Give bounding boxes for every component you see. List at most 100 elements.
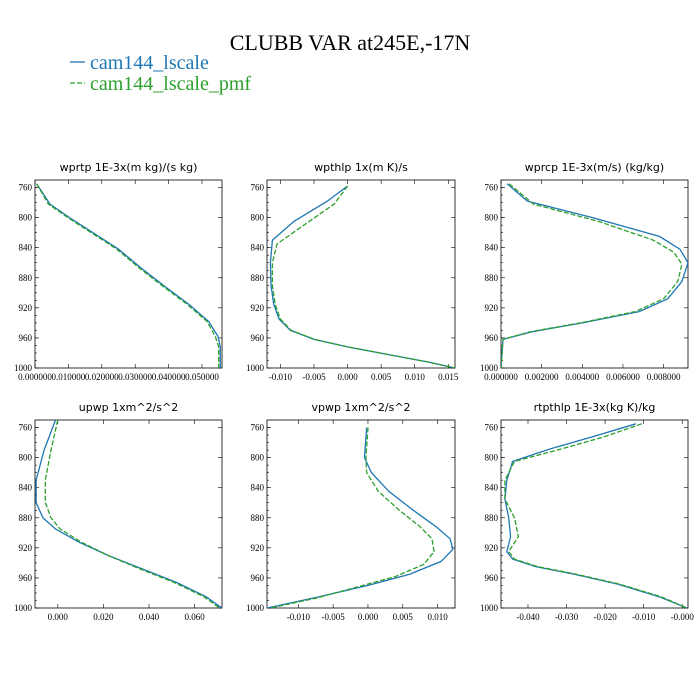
x-tick-label: -0.010 [287, 612, 311, 622]
x-tick-label: 0.000 [337, 372, 358, 382]
y-tick-label: 760 [485, 183, 499, 193]
series-line-lscale-wprcp [501, 183, 688, 368]
y-tick-label: 960 [251, 333, 265, 343]
y-tick-label: 880 [251, 513, 265, 523]
y-tick-label: 840 [19, 243, 33, 253]
series-line-lscale-pmf-wpthlp [271, 185, 455, 368]
x-tick-label: -0.020 [593, 612, 617, 622]
x-tick-label: 0.040 [139, 612, 160, 622]
y-tick-label: 1000 [246, 603, 265, 613]
panel-frame-rtpthlp [500, 419, 689, 609]
panel-title-rtpthlp: rtpthlp 1E-3x(kg K)/kg [534, 401, 656, 414]
y-tick-label: 920 [19, 303, 33, 313]
y-tick-label: 760 [19, 423, 33, 433]
panel-title-wprtp: wprtp 1E-3x(m kg)/(s kg) [60, 161, 198, 174]
x-tick-label: -0.030 [555, 612, 579, 622]
x-tick-label: 0.020000 [85, 372, 119, 382]
y-tick-label: 960 [485, 333, 499, 343]
x-tick-label: -0.040 [516, 612, 540, 622]
panel-wprcp: wprcp 1E-3x(m/s) (kg/kg) 760 800 840 880 920 9… [480, 161, 689, 382]
x-tick-label: 0.020 [93, 612, 114, 622]
series-line-lscale-rtpthlp [504, 423, 688, 608]
series-line-lscale-upwp [35, 420, 222, 608]
panel-title-upwp: upwp 1xm^2/s^2 [79, 401, 179, 414]
x-tick-label: 0.008000 [647, 372, 681, 382]
y-tick-label: 1000 [480, 363, 499, 373]
panel-upwp: upwp 1xm^2/s^2 760 800 840 880 920 960 1000 0.00… [14, 401, 223, 622]
x-tick-label: -0.010 [632, 612, 656, 622]
y-tick-label: 960 [485, 573, 499, 583]
y-tick-label: 840 [251, 243, 265, 253]
x-tick-label: 0.010 [427, 612, 448, 622]
y-tick-label: 880 [251, 273, 265, 283]
y-tick-label: 880 [485, 273, 499, 283]
series-line-lscale-wprtp [36, 183, 221, 368]
y-tick-label: 1000 [14, 603, 33, 613]
y-tick-label: 1000 [246, 363, 265, 373]
x-tick-label: 0.000 [48, 612, 69, 622]
y-tick-label: 920 [251, 303, 265, 313]
y-tick-label: 840 [251, 483, 265, 493]
series-line-lscale-wpthlp [269, 185, 455, 368]
y-tick-label: 1000 [480, 603, 499, 613]
y-tick-label: 800 [251, 453, 265, 463]
y-tick-label: 960 [251, 573, 265, 583]
x-tick-label: -0.005 [322, 612, 346, 622]
x-tick-label: 0.005 [393, 612, 414, 622]
y-tick-label: 800 [19, 213, 33, 223]
y-tick-label: 760 [19, 183, 33, 193]
x-tick-label: 0.000 [358, 612, 379, 622]
legend-label-lscale: cam144_lscale [90, 52, 209, 74]
x-tick-label: 0.002000 [525, 372, 559, 382]
panel-frame-vpwp [266, 419, 456, 609]
y-tick-label: 840 [485, 483, 499, 493]
y-tick-label: 960 [19, 333, 33, 343]
y-tick-label: 880 [19, 273, 33, 283]
y-tick-label: 880 [485, 513, 499, 523]
y-tick-label: 880 [19, 513, 33, 523]
panel-rtpthlp: rtpthlp 1E-3x(kg K)/kg 760 800 840 880 920 960… [480, 401, 694, 622]
y-tick-label: 800 [485, 453, 499, 463]
x-tick-label: 0.030000 [118, 372, 152, 382]
panel-vpwp: vpwp 1xm^2/s^2 760 800 840 880 920 960 1000 -0.0… [246, 401, 456, 622]
legend-label-lscale-pmf: cam144_lscale_pmf [90, 73, 251, 95]
panel-frame-upwp [34, 419, 223, 609]
x-tick-label: -0.000 [671, 612, 695, 622]
x-tick-label: 0.010 [405, 372, 426, 382]
x-tick-label: 0.004000 [565, 372, 599, 382]
y-tick-label: 920 [485, 543, 499, 553]
panel-frame-wprcp [500, 179, 689, 369]
panel-title-wpthlp: wpthlp 1x(m K)/s [314, 161, 408, 174]
series-line-lscale-pmf-wprcp [501, 183, 683, 368]
figure-title: CLUBB VAR at245E,-17N [230, 30, 471, 55]
x-tick-label: -0.005 [302, 372, 326, 382]
y-tick-label: 960 [19, 573, 33, 583]
x-tick-label: -0.010 [269, 372, 293, 382]
series-line-lscale-pmf-wprtp [36, 183, 220, 368]
x-tick-label: 0.050000 [185, 372, 219, 382]
y-tick-label: 760 [251, 423, 265, 433]
y-tick-label: 760 [251, 183, 265, 193]
series-line-lscale-pmf-rtpthlp [504, 423, 688, 608]
x-tick-label: 0.040000 [152, 372, 186, 382]
series-line-lscale-pmf-vpwp [270, 427, 435, 608]
y-tick-label: 920 [485, 303, 499, 313]
series-line-lscale-vpwp [267, 427, 454, 608]
x-tick-label: 0.015 [438, 372, 459, 382]
x-tick-label: 0.006000 [606, 372, 640, 382]
panel-frame-wprtp [34, 179, 223, 369]
panel-title-vpwp: vpwp 1xm^2/s^2 [311, 401, 410, 414]
panel-title-wprcp: wprcp 1E-3x(m/s) (kg/kg) [525, 161, 664, 174]
panels: wprtp 1E-3x(m kg)/(s kg) 760 800 840 880 920 9… [14, 161, 694, 622]
x-tick-label: 0.000000 [484, 372, 518, 382]
x-tick-label: 0.060 [185, 612, 206, 622]
y-tick-label: 760 [485, 423, 499, 433]
y-tick-label: 920 [251, 543, 265, 553]
x-tick-label: 0.010000 [52, 372, 86, 382]
panel-frame-wpthlp [266, 179, 456, 369]
y-tick-label: 800 [251, 213, 265, 223]
y-tick-label: 920 [19, 543, 33, 553]
y-tick-label: 840 [485, 243, 499, 253]
panel-wprtp: wprtp 1E-3x(m kg)/(s kg) 760 800 840 880 920 9… [14, 161, 223, 382]
